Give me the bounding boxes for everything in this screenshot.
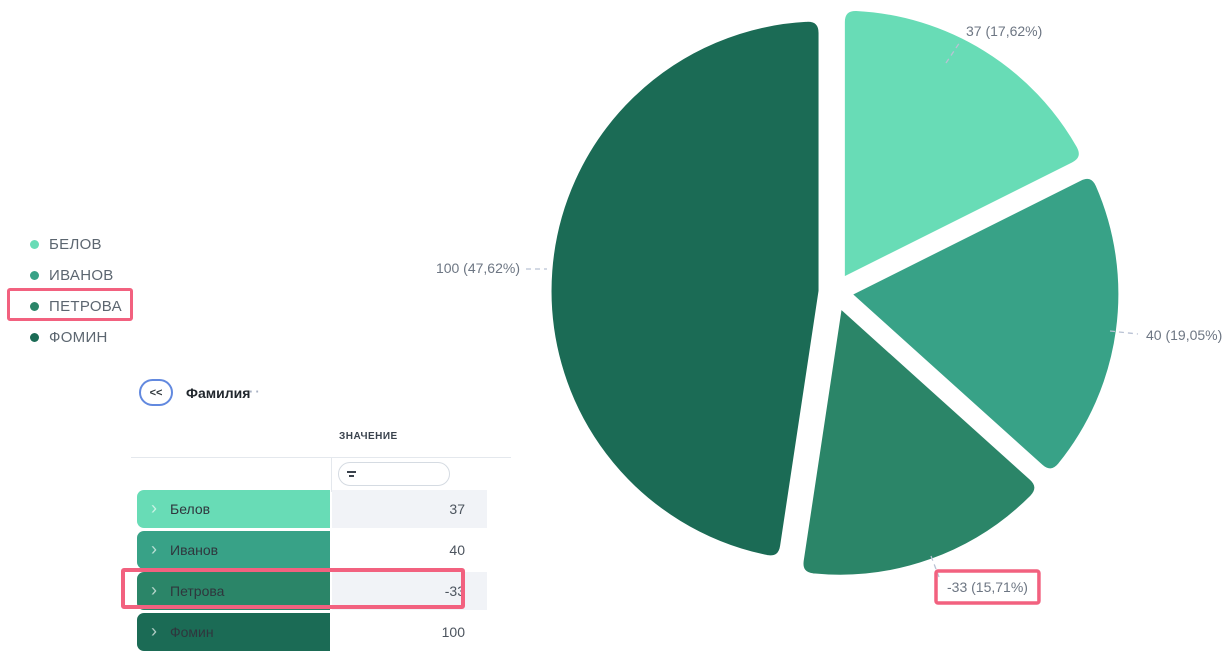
chevron-right-icon[interactable]: › bbox=[151, 539, 157, 559]
pie-slice-фомин[interactable] bbox=[546, 16, 824, 561]
table-row-петрова[interactable]: › Петрова -33 bbox=[131, 572, 511, 610]
legend-label: БЕЛОВ bbox=[49, 236, 102, 253]
legend-label: ИВАНОВ bbox=[49, 267, 114, 284]
value-cell: 100 bbox=[441, 624, 465, 640]
value-cell: 40 bbox=[449, 542, 465, 558]
chevron-double-left-icon: << bbox=[149, 386, 163, 399]
chevron-right-icon[interactable]: › bbox=[151, 621, 157, 641]
pie-label-белов: 37 (17,62%) bbox=[966, 23, 1042, 39]
chart-legend: БЕЛОВ ИВАНОВ ПЕТРОВА ФОМИН bbox=[30, 229, 122, 353]
field-title: Фамилия bbox=[186, 385, 251, 401]
filter-icon bbox=[347, 470, 356, 478]
pie-slice-иванов[interactable] bbox=[846, 173, 1124, 474]
value-column-header: ЗНАЧЕНИЕ bbox=[339, 431, 398, 442]
category-label: Иванов bbox=[170, 542, 219, 558]
chevron-right-icon[interactable]: › bbox=[151, 580, 157, 600]
legend-item-белов[interactable]: БЕЛОВ bbox=[30, 229, 122, 260]
pie-label-leader-line bbox=[945, 41, 961, 64]
legend-swatch-icon bbox=[30, 271, 39, 280]
table-row-фомин[interactable]: › Фомин 100 bbox=[131, 613, 511, 651]
category-label: Петрова bbox=[170, 583, 225, 599]
pie-slice-петрова[interactable] bbox=[798, 302, 1040, 580]
category-cell: › Иванов bbox=[137, 531, 330, 569]
pie-label-leader-line bbox=[1109, 330, 1139, 335]
table-row-белов[interactable]: › Белов 37 bbox=[131, 490, 511, 528]
legend-swatch-icon bbox=[30, 240, 39, 249]
legend-label: ПЕТРОВА bbox=[49, 298, 122, 315]
pie-slice-белов[interactable] bbox=[839, 5, 1084, 283]
chevron-right-icon[interactable]: › bbox=[151, 498, 157, 518]
legend-item-фомин[interactable]: ФОМИН bbox=[30, 322, 122, 353]
value-cell: 37 bbox=[332, 490, 487, 528]
table-column-divider bbox=[331, 457, 332, 492]
value-cell: -33 bbox=[332, 572, 487, 610]
legend-item-петрова[interactable]: ПЕТРОВА bbox=[30, 291, 122, 322]
highlight-box-pie-label-petrova bbox=[934, 569, 1041, 605]
legend-swatch-icon bbox=[30, 333, 39, 342]
category-label: Белов bbox=[170, 501, 211, 517]
collapse-panel-button[interactable]: << bbox=[139, 379, 173, 406]
legend-label: ФОМИН bbox=[49, 329, 108, 346]
table-rows: › Белов 37 › Иванов 40 › Петрова -33 › Фомин 100 bbox=[131, 490, 511, 654]
table-row-иванов[interactable]: › Иванов 40 bbox=[131, 531, 511, 569]
pie-label-иванов: 40 (19,05%) bbox=[1146, 327, 1222, 343]
pie-label-петрова: -33 (15,71%) bbox=[947, 579, 1028, 595]
category-cell: › Петрова bbox=[137, 572, 330, 610]
legend-swatch-icon bbox=[30, 302, 39, 311]
table-header-divider bbox=[131, 457, 511, 458]
legend-item-иванов[interactable]: ИВАНОВ bbox=[30, 260, 122, 291]
pie-label-фомин: 100 (47,62%) bbox=[436, 260, 520, 276]
category-cell: › Белов bbox=[137, 490, 330, 528]
category-label: Фомин bbox=[170, 624, 214, 640]
drag-handle-icon[interactable]: ·· bbox=[249, 384, 262, 399]
category-cell: › Фомин bbox=[137, 613, 330, 651]
value-filter-input[interactable] bbox=[361, 467, 441, 481]
value-filter bbox=[338, 462, 450, 486]
